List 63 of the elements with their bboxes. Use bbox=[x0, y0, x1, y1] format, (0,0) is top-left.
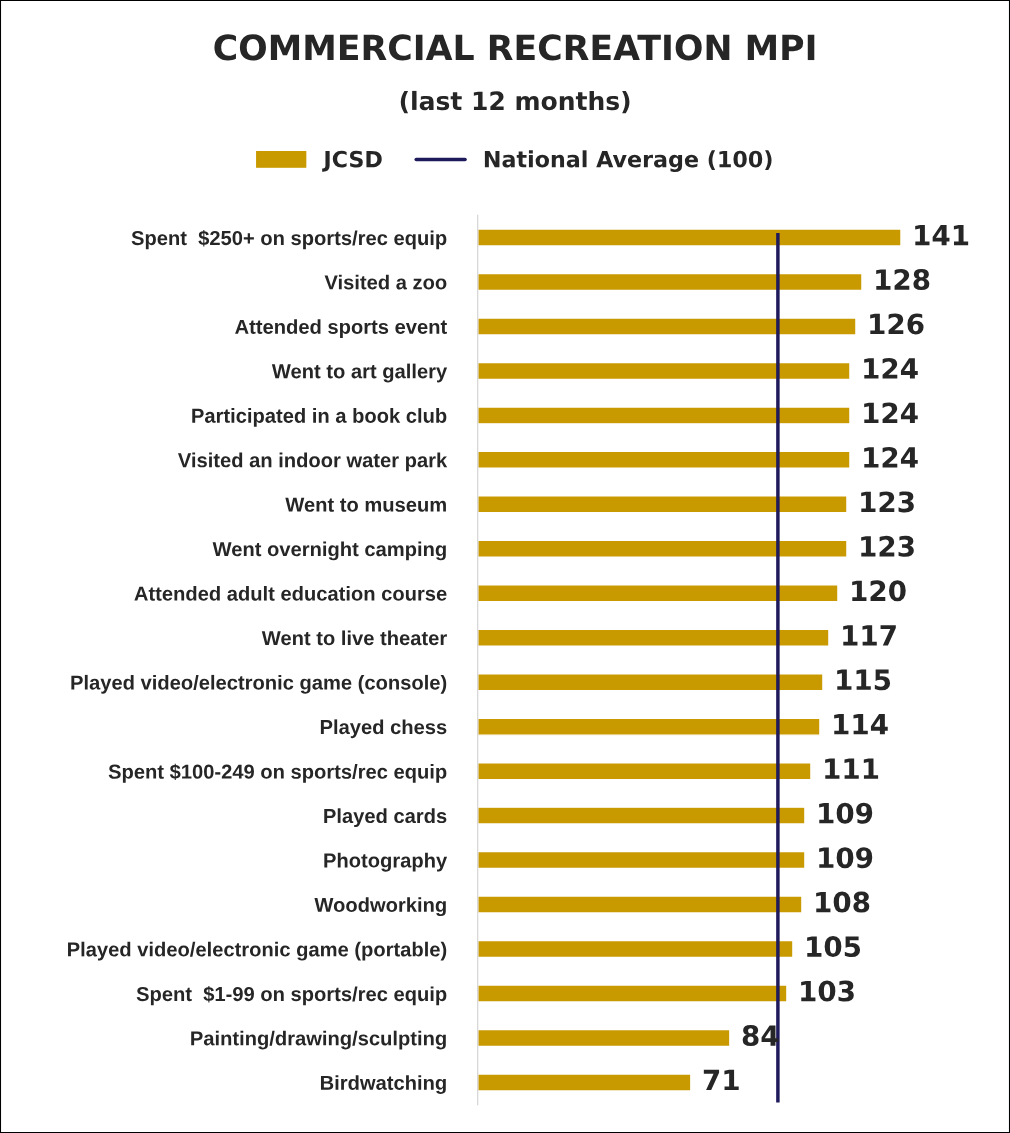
chart-subtitle: (last 12 months) bbox=[400, 90, 630, 114]
data-label: 111 bbox=[825, 758, 879, 779]
y-tick-label: Attended adult education course bbox=[134, 585, 447, 601]
bar bbox=[477, 628, 830, 647]
data-label: 124 bbox=[864, 357, 918, 379]
bar bbox=[477, 806, 806, 825]
bar bbox=[477, 495, 848, 514]
data-label: 123 bbox=[861, 491, 914, 513]
bar bbox=[477, 717, 821, 736]
y-tick-label: Spent $1-99 on sports/rec equip bbox=[136, 986, 447, 1006]
y-tick-label: Went to live theater bbox=[261, 630, 447, 646]
bar bbox=[477, 317, 857, 336]
data-label: 105 bbox=[807, 936, 861, 958]
y-tick-label: Spent $100-249 on sports/rec equip bbox=[108, 763, 447, 783]
y-tick-label: Played chess bbox=[320, 719, 447, 739]
y-tick-label: Played cards bbox=[324, 808, 447, 828]
y-tick-label: Played video/electronic game (portable) bbox=[68, 941, 447, 961]
bar bbox=[477, 1028, 731, 1048]
data-label: 114 bbox=[834, 714, 888, 735]
y-tick-label: Spent $250+ on sports/rec equip bbox=[131, 230, 447, 250]
y-tick-label: Visited a zoo bbox=[324, 274, 447, 290]
bar bbox=[477, 272, 863, 292]
bar bbox=[477, 539, 848, 558]
legend-label: JCSD bbox=[322, 150, 382, 172]
y-tick-label: Visited an indoor water park bbox=[177, 452, 448, 472]
bar bbox=[477, 1073, 692, 1092]
bar bbox=[477, 850, 806, 870]
data-label: 108 bbox=[816, 891, 870, 913]
y-tick-label: Photography bbox=[324, 852, 448, 872]
data-label: 123 bbox=[861, 535, 914, 557]
bar bbox=[477, 939, 794, 959]
data-label: 103 bbox=[801, 980, 854, 1002]
y-tick-label: Went to art gallery bbox=[271, 363, 448, 383]
data-label: 141 bbox=[915, 224, 969, 246]
bar bbox=[477, 228, 902, 247]
data-label: 120 bbox=[852, 580, 906, 602]
data-label: 115 bbox=[837, 669, 891, 691]
data-label: 124 bbox=[864, 402, 918, 424]
bar bbox=[477, 895, 803, 914]
data-label: 71 bbox=[703, 1069, 739, 1091]
data-label: 117 bbox=[843, 625, 896, 646]
bar bbox=[477, 361, 851, 381]
data-label: 109 bbox=[819, 847, 873, 869]
bar bbox=[477, 762, 812, 781]
bar bbox=[477, 450, 851, 470]
bar bbox=[477, 984, 788, 1003]
y-tick-label: Participated in a book club bbox=[192, 408, 447, 427]
y-tick-label: Played video/electronic game (console) bbox=[71, 674, 447, 694]
data-label: 109 bbox=[819, 802, 873, 824]
y-tick-label: Painting/drawing/sculpting bbox=[191, 1030, 446, 1050]
data-label: 126 bbox=[870, 313, 924, 335]
y-tick-label: Went overnight camping bbox=[212, 541, 446, 561]
y-tick-label: Went to museum bbox=[285, 497, 446, 512]
chart-title: COMMERCIAL RECREATION MPI bbox=[214, 34, 815, 61]
data-label: 124 bbox=[864, 446, 918, 468]
data-label: 128 bbox=[876, 269, 930, 291]
bar bbox=[477, 406, 851, 425]
bar bbox=[477, 584, 839, 603]
y-tick-label: Attended sports event bbox=[235, 319, 447, 338]
y-tick-label: Woodworking bbox=[314, 897, 446, 917]
bar bbox=[477, 673, 824, 692]
legend-label: National Average (100) bbox=[484, 150, 772, 172]
y-tick-label: Birdwatching bbox=[320, 1075, 446, 1094]
